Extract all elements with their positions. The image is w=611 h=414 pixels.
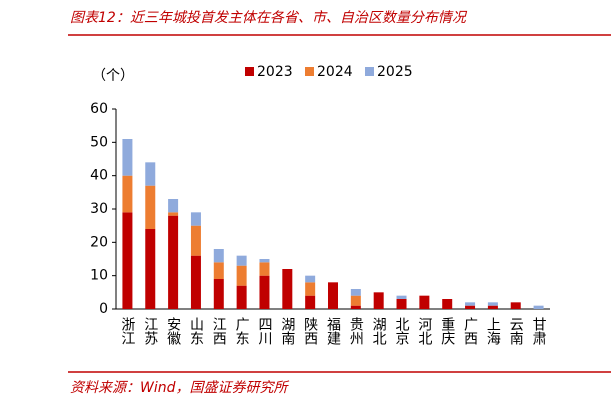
- x-tick-label: 河北: [416, 317, 432, 346]
- y-axis-label: （个）: [92, 68, 134, 84]
- bar-segment: [487, 302, 498, 306]
- bar-segment: [190, 212, 201, 226]
- x-tick-label: 上海: [485, 317, 501, 345]
- bar-segment: [213, 279, 224, 309]
- y-tick-label: 20: [90, 234, 108, 250]
- legend-label: 2024: [317, 64, 353, 80]
- x-tick-label: 甘肃: [531, 317, 547, 345]
- y-tick-label: 40: [90, 168, 108, 184]
- bar-segment: [305, 275, 316, 283]
- legend-label: 2023: [257, 64, 293, 80]
- bar-segment: [236, 255, 247, 266]
- x-tick-label: 广东: [234, 317, 250, 345]
- bar-segment: [282, 269, 293, 309]
- bar-segment: [396, 299, 407, 309]
- x-tick-label: 重庆: [439, 317, 455, 345]
- y-tick-label: 60: [90, 101, 108, 117]
- bar-segment: [236, 285, 247, 309]
- header: 图表12：近三年城投首发主体在各省、市、自治区数量分布情况: [70, 10, 468, 26]
- y-tick-label: 0: [99, 301, 108, 317]
- bar-segment: [487, 305, 498, 309]
- legend-swatch: [305, 67, 314, 76]
- bar-segment: [465, 305, 476, 309]
- bar-segment: [122, 212, 133, 309]
- bar-segment: [305, 295, 316, 309]
- x-tick-label: 广西: [462, 317, 478, 345]
- bar-segment: [168, 199, 179, 213]
- bar-segment: [533, 305, 544, 309]
- bar-segment: [145, 185, 156, 229]
- x-tick-label: 江西: [211, 317, 227, 345]
- x-tick-label: 云南: [508, 317, 524, 345]
- bar-segment: [236, 265, 247, 286]
- source: 资料来源：Wind，国盛证券研究所: [70, 380, 289, 396]
- x-tick-label: 湖南: [279, 317, 295, 345]
- x-tick-label: 浙江: [119, 317, 135, 345]
- bar-segment: [145, 162, 156, 186]
- bar-segment: [213, 249, 224, 263]
- y-tick-label: 50: [90, 134, 108, 150]
- bar-segment: [350, 289, 361, 296]
- bar-segment: [168, 212, 179, 216]
- x-tick-label: 四川: [256, 317, 272, 345]
- bar-segment: [442, 299, 453, 309]
- bar-segment: [350, 295, 361, 306]
- bar-segment: [396, 295, 407, 299]
- x-tick-label: 湖北: [371, 317, 387, 346]
- bar-segment: [305, 282, 316, 296]
- bar-segment: [190, 225, 201, 256]
- x-tick-label: 福建: [325, 317, 341, 346]
- bar-segment: [419, 295, 430, 309]
- bar-segment: [190, 255, 201, 309]
- legend-label: 2025: [377, 64, 413, 80]
- bar-segment: [145, 229, 156, 309]
- x-tick-label: 贵州: [348, 317, 364, 345]
- bar-segment: [259, 259, 270, 263]
- bar-segment: [213, 262, 224, 279]
- bar-segment: [122, 175, 133, 213]
- bar-segment: [122, 139, 133, 176]
- y-tick-label: 30: [90, 201, 108, 217]
- bar-segment: [510, 302, 521, 309]
- legend-swatch: [245, 67, 254, 76]
- x-tick-label: 山东: [188, 317, 204, 345]
- bar-segment: [168, 215, 179, 309]
- x-tick-label: 江苏: [142, 317, 158, 346]
- x-tick-label: 安徽: [165, 317, 181, 345]
- bar-segment: [373, 292, 384, 309]
- bar-segment: [259, 275, 270, 309]
- bar-segment: [259, 262, 270, 276]
- y-tick-label: 10: [90, 268, 108, 284]
- x-tick-label: 陕西: [302, 317, 318, 345]
- bar-segment: [465, 302, 476, 306]
- bar-segment: [328, 282, 338, 309]
- x-tick-label: 北京: [394, 317, 410, 345]
- legend-swatch: [365, 67, 374, 76]
- bar-segment: [350, 305, 361, 309]
